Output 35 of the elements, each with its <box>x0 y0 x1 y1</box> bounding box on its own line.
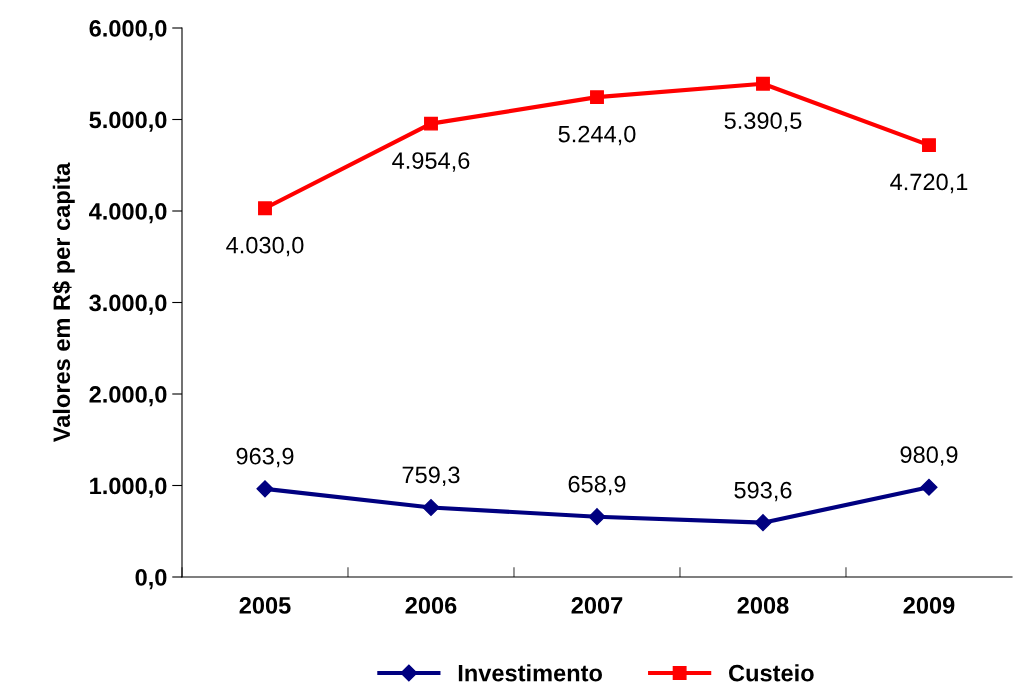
y-tick-label: 3.000,0 <box>89 294 167 315</box>
y-tick-label: 6.000,0 <box>89 20 167 41</box>
point <box>256 480 274 498</box>
x-tick-label: 2008 <box>737 597 789 614</box>
y-tick-label: 0,0 <box>135 569 167 590</box>
y-axis-title: Valores em R$ per capita <box>52 162 75 443</box>
data-label: 963,9 <box>236 447 294 468</box>
y-tick-label: 1.000,0 <box>90 477 167 498</box>
y-tick-label: 2.000,0 <box>89 386 167 407</box>
legend-label: Custeio <box>729 664 814 682</box>
y-tick-label: 5.000,0 <box>89 111 167 132</box>
data-label: 980,9 <box>900 446 958 466</box>
y-tick-label: 4.000,0 <box>89 203 167 224</box>
data-label: 4.720,1 <box>890 173 968 194</box>
data-label: 4.954,6 <box>392 152 470 172</box>
legend-label: Investimento <box>458 664 602 682</box>
point <box>424 116 438 131</box>
point <box>422 498 440 517</box>
data-label: 759,3 <box>402 466 460 487</box>
point <box>258 201 272 216</box>
data-label: 5.390,5 <box>724 112 802 132</box>
data-label: 5.244,0 <box>558 125 636 146</box>
data-label: 4.030,0 <box>226 236 304 257</box>
data-label: 658,9 <box>568 475 626 496</box>
data-label: 593,6 <box>734 481 792 502</box>
x-tick-label: 2009 <box>903 597 955 614</box>
x-tick-label: 2007 <box>571 597 623 614</box>
point <box>920 478 938 496</box>
x-tick-label: 2006 <box>405 597 457 614</box>
point <box>754 514 772 532</box>
point <box>590 90 604 105</box>
point <box>756 76 770 91</box>
point <box>922 138 936 153</box>
x-tick-label: 2005 <box>239 597 291 614</box>
point <box>588 508 606 526</box>
